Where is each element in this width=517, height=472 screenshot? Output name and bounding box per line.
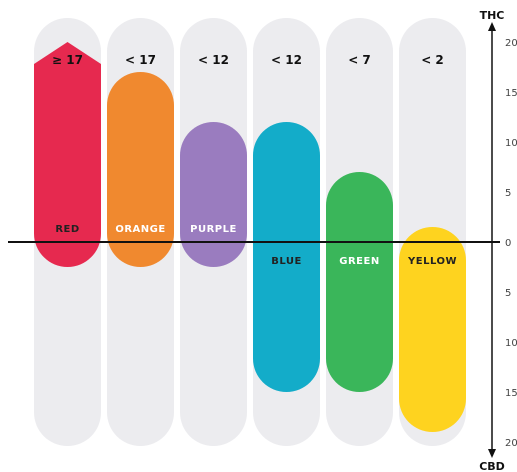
tick-thc-5: 5 xyxy=(505,188,511,199)
axis-title-cbd: CBD xyxy=(479,460,505,472)
category-label-blue: BLUE xyxy=(271,256,302,267)
tick-cbd-15: 15 xyxy=(505,388,517,399)
axis-title-thc: THC xyxy=(480,9,505,22)
threshold-label-orange: < 17 xyxy=(125,53,156,67)
category-label-purple: PURPLE xyxy=(190,224,237,235)
threshold-label-green: < 7 xyxy=(348,53,371,67)
bar-orange xyxy=(107,71,174,267)
threshold-label-red: ≥ 17 xyxy=(52,53,83,67)
category-label-orange: ORANGE xyxy=(115,224,165,235)
tick-cbd-5: 5 xyxy=(505,288,511,299)
labels-layer: ≥ 17 RED < 17 ORANGE < 12 PURPLE < 12 BLUE < 7 GR… xyxy=(52,53,457,267)
tick-thc-10: 10 xyxy=(505,138,517,149)
tick-cbd-10: 10 xyxy=(505,338,517,349)
bar-purple xyxy=(180,121,247,267)
tick-cbd-20: 20 xyxy=(505,438,517,449)
tick-labels: 20 15 10 5 0 5 10 15 20 xyxy=(505,38,517,449)
tick-thc-0: 0 xyxy=(505,238,511,249)
category-label-green: GREEN xyxy=(339,256,379,267)
threshold-label-purple: < 12 xyxy=(198,53,229,67)
bar-yellow xyxy=(399,227,466,432)
tick-thc-20: 20 xyxy=(505,38,517,49)
bars-layer xyxy=(34,42,466,432)
tick-thc-15: 15 xyxy=(505,88,517,99)
axis-arrow-up-icon xyxy=(488,22,496,31)
vertical-axis: THC CBD xyxy=(479,9,505,472)
bar-blue xyxy=(253,121,320,392)
threshold-label-yellow: < 2 xyxy=(421,53,444,67)
bar-green xyxy=(326,172,393,392)
threshold-label-blue: < 12 xyxy=(271,53,302,67)
bar-red xyxy=(34,42,101,267)
axis-arrow-down-icon xyxy=(488,449,496,458)
category-label-yellow: YELLOW xyxy=(407,256,457,267)
category-label-red: RED xyxy=(55,224,79,235)
